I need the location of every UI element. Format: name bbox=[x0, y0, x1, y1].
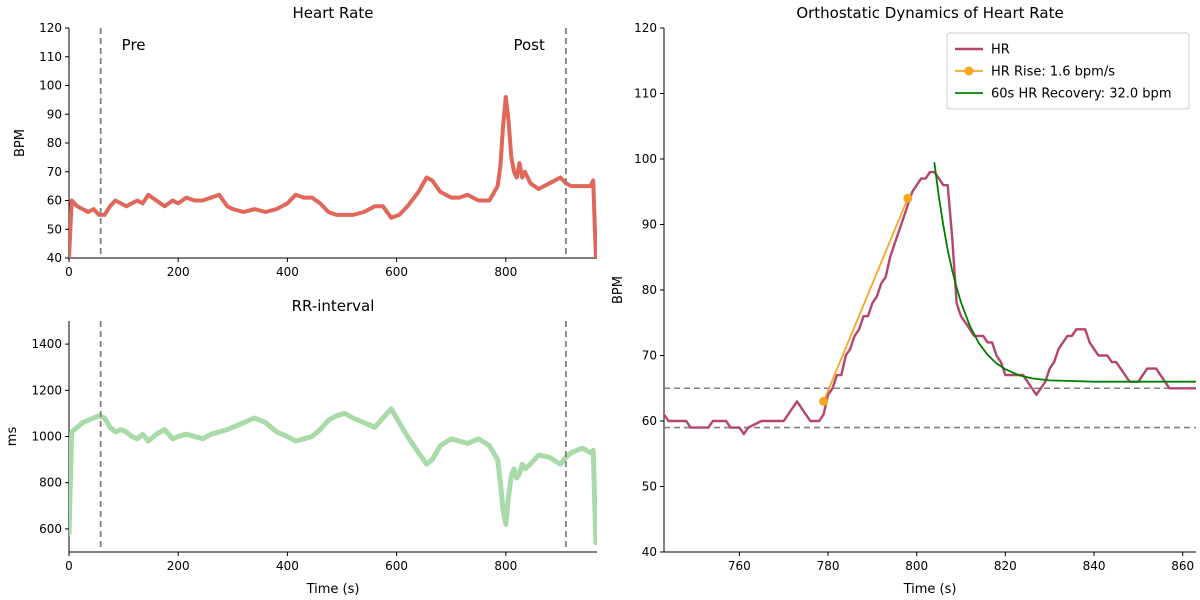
legend-label: 60s HR Recovery: 32.0 bpm bbox=[991, 87, 1171, 102]
x-tick-label: 840 bbox=[1083, 559, 1106, 573]
x-axis-label: Time (s) bbox=[306, 582, 360, 597]
y-tick-label: 120 bbox=[39, 21, 62, 35]
x-axis-label: Time (s) bbox=[903, 582, 957, 597]
chart-panel-2: 0 200 400 600 800 600 800 1000 1200 1400 RR-interv… bbox=[5, 297, 597, 597]
y-tick-label: 110 bbox=[634, 87, 657, 101]
legend-box bbox=[946, 32, 1190, 110]
y-tick-label: 70 bbox=[642, 349, 657, 363]
y-tick-label: 100 bbox=[39, 79, 62, 93]
y-tick-label: 800 bbox=[39, 476, 62, 490]
chart-panel-1: 0 200 400 600 800 40 50 60 70 80 90 100 110 120 Heart … bbox=[13, 4, 597, 279]
x-tick-label: 800 bbox=[494, 265, 517, 279]
legend-marker bbox=[964, 66, 974, 76]
y-tick-label: 60 bbox=[642, 414, 657, 428]
y-tick-label: 90 bbox=[47, 107, 62, 121]
y-tick-label: 50 bbox=[47, 222, 62, 236]
y-tick-label: 110 bbox=[39, 50, 62, 64]
y-tick-label: 600 bbox=[39, 522, 62, 536]
x-tick-label: 800 bbox=[905, 559, 928, 573]
series-marker bbox=[819, 396, 829, 406]
series-line-1 bbox=[664, 170, 1196, 436]
series-line-1 bbox=[69, 95, 597, 258]
x-tick-label: 600 bbox=[385, 265, 408, 279]
series-line-3 bbox=[933, 161, 1196, 383]
y-tick-label: 80 bbox=[642, 283, 657, 297]
x-tick-label: 860 bbox=[1171, 559, 1194, 573]
chart-panel-3: 760 780 800 820 840 860 40 50 60 70 80 90 100 110 120 O… bbox=[611, 4, 1196, 597]
y-tick-label: 60 bbox=[47, 194, 62, 208]
plot-area bbox=[69, 95, 597, 258]
x-tick-label: 400 bbox=[276, 559, 299, 573]
y-tick-label: 1200 bbox=[31, 383, 62, 397]
y-tick-label: 1000 bbox=[31, 430, 62, 444]
y-tick-label: 1400 bbox=[31, 337, 62, 351]
vertical-marker-label: Pre bbox=[122, 36, 146, 54]
x-tick-label: 780 bbox=[817, 559, 840, 573]
y-axis-label: BPM bbox=[611, 276, 626, 304]
series-marker bbox=[903, 193, 913, 203]
y-tick-label: 40 bbox=[642, 545, 657, 559]
y-axis-label: BPM bbox=[13, 129, 28, 157]
x-tick-label: 820 bbox=[994, 559, 1017, 573]
y-tick-label: 80 bbox=[47, 136, 62, 150]
legend: HR HR Rise: 1.6 bpm/s 60s HR Recovery: 32.… bbox=[946, 32, 1190, 110]
chart-title: Heart Rate bbox=[293, 4, 374, 22]
x-tick-label: 200 bbox=[167, 559, 190, 573]
series-line-2 bbox=[822, 197, 909, 403]
chart-title: Orthostatic Dynamics of Heart Rate bbox=[796, 4, 1063, 22]
y-axis-label: ms bbox=[5, 427, 20, 447]
x-tick-label: 400 bbox=[276, 265, 299, 279]
plot-area bbox=[664, 161, 1196, 436]
y-tick-label: 70 bbox=[47, 165, 62, 179]
y-tick-label: 40 bbox=[47, 251, 62, 265]
y-tick-label: 50 bbox=[642, 480, 657, 494]
plot-area bbox=[69, 406, 597, 546]
legend-label: HR Rise: 1.6 bpm/s bbox=[991, 65, 1115, 80]
x-tick-label: 600 bbox=[385, 559, 408, 573]
x-tick-label: 760 bbox=[728, 559, 751, 573]
series-line-1 bbox=[69, 406, 597, 546]
vertical-marker-label: Post bbox=[513, 36, 545, 54]
x-tick-label: 0 bbox=[65, 265, 73, 279]
x-tick-label: 800 bbox=[494, 559, 517, 573]
y-tick-label: 100 bbox=[634, 152, 657, 166]
legend-label: HR bbox=[991, 43, 1010, 58]
x-tick-label: 0 bbox=[65, 559, 73, 573]
y-tick-label: 120 bbox=[634, 21, 657, 35]
y-tick-label: 90 bbox=[642, 218, 657, 232]
x-tick-label: 200 bbox=[167, 265, 190, 279]
chart-title: RR-interval bbox=[292, 297, 375, 315]
